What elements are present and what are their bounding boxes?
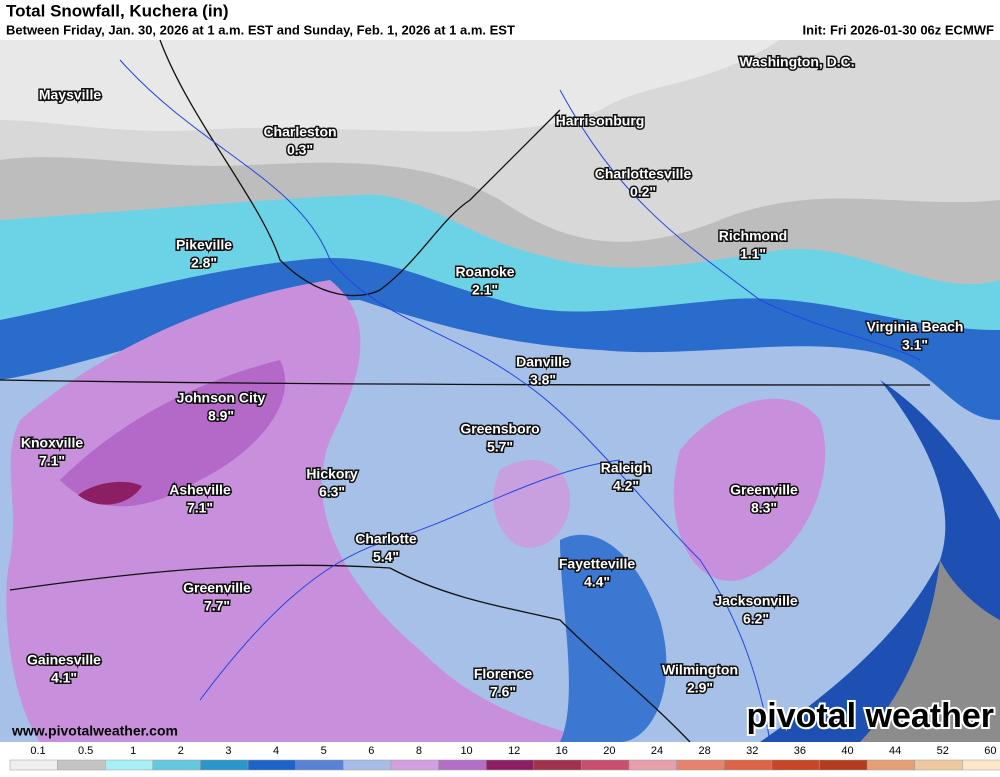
colorbar-label: 60 [984,745,996,757]
colorbar-label: 24 [651,745,663,757]
colorbar-cell [247,759,296,771]
city-name: Fayetteville [559,556,635,572]
colorbar-label: 1 [130,745,136,757]
logo: pivotal weather [746,697,994,735]
snow-amount: 7.6" [490,684,516,700]
colorbar-cell [390,759,439,771]
colorbar-label: 5 [321,745,327,757]
snow-amount: 8.3" [751,500,777,516]
city-name: Hickory [306,466,358,482]
snow-amount: 7.1" [187,500,213,516]
colorbar-label: 0.1 [30,745,45,757]
city-name: Charlotte [355,531,417,547]
colorbar-label: 36 [794,745,806,757]
city-name: Gainesville [27,652,101,668]
colorbar-cell [819,759,868,771]
colorbar-cell [152,759,201,771]
city-labels: Maysville Charleston 0.3" Harrisonburg Washi… [19,52,965,701]
city-name: Wilmington [662,662,738,678]
colorbar-cell [438,759,487,771]
colorbar-cell [295,759,344,771]
colorbar-label: 32 [746,745,758,757]
city-name: Greenville [183,580,251,596]
city-name: Danville [516,354,570,370]
snow-amount: 0.3" [287,142,313,158]
snow-amount: 3.1" [902,337,928,353]
colorbar-label: 0.5 [78,745,93,757]
city-name: Greensboro [460,421,539,437]
colorbar-cell [200,759,249,771]
colorbar-cell [343,759,392,771]
colorbar-cell [581,759,630,771]
colorbar-label: 3 [225,745,231,757]
colorbar-cell [676,759,725,771]
colorbar-label: 44 [889,745,901,757]
colorbar-cell [962,759,1000,771]
colorbar-cell [771,759,820,771]
snow-amount: 6.2" [743,611,769,627]
city-name: Virginia Beach [866,319,963,335]
snow-amount: 2.8" [191,255,217,271]
colorbar-cell [57,759,106,771]
snow-amount: 5.7" [487,439,513,455]
colorbar-label: 12 [508,745,520,757]
snow-amount: 0.2" [630,184,656,200]
snow-amount: 4.1" [51,670,77,686]
snow-amount: 5.4" [373,549,399,565]
colorbar-cell [914,759,963,771]
snow-amount: 6.3" [319,484,345,500]
snow-amount: 7.7" [204,598,230,614]
colorbar-cell [628,759,677,771]
city-name: Johnson City [177,390,266,406]
snow-amount: 2.9" [687,680,713,696]
map [0,39,1000,743]
init: Init: Fri 2026-01-30 06z ECMWF [803,22,994,37]
colorbar-cell [866,759,916,771]
subtitle: Between Friday, Jan. 30, 2026 at 1 a.m. … [6,22,515,37]
colorbar-cell [533,759,582,771]
colorbar-cell [9,759,58,771]
snow-amount: 1.1" [740,246,766,262]
city-name: Florence [474,666,533,682]
colorbar-cell [104,759,154,771]
colorbar-cell [724,759,773,771]
colorbar-label: 10 [460,745,472,757]
colorbar-label: 2 [178,745,184,757]
colorbar-label: 40 [841,745,853,757]
snow-amount: 8.9" [208,408,234,424]
city-name: Asheville [169,482,231,498]
colorbar-cell [485,759,535,771]
header-bg [0,0,1000,40]
colorbar-label: 8 [416,745,422,757]
city-name: Pikeville [176,237,232,253]
city-name: Greenville [730,482,798,498]
colorbar-label: 6 [368,745,374,757]
colorbar-label: 16 [556,745,568,757]
colorbar-label: 4 [273,745,279,757]
colorbar-label: 52 [937,745,949,757]
city-name: Charleston [263,124,336,140]
snow-amount: 7.1" [39,453,65,469]
city-name: Harrisonburg [556,113,645,129]
snow-amount: 4.2" [613,478,639,494]
website: www.pivotalweather.com [11,723,178,739]
colorbar-label: 28 [699,745,711,757]
city-name: Jacksonville [714,593,797,609]
city-name: Roanoke [455,264,514,280]
title: Total Snowfall, Kuchera (in) [6,1,229,20]
colorbar: 0.1 0.5 1 2 3 4 5 6 8 10 12 16 20 24 28 32 36 40 44 52 60 [0,742,1000,772]
city-name: Knoxville [21,435,83,451]
snow-amount: 2.1" [472,282,498,298]
snow-amount: 4.4" [584,574,610,590]
colorbar-label: 20 [603,745,615,757]
city-name: Charlottesville [595,166,692,182]
city-name: Washington, D.C. [739,54,854,70]
city-name: Maysville [39,87,101,103]
city-name: Richmond [719,228,787,244]
snow-amount: 3.8" [530,372,556,388]
city-name: Raleigh [601,460,652,476]
